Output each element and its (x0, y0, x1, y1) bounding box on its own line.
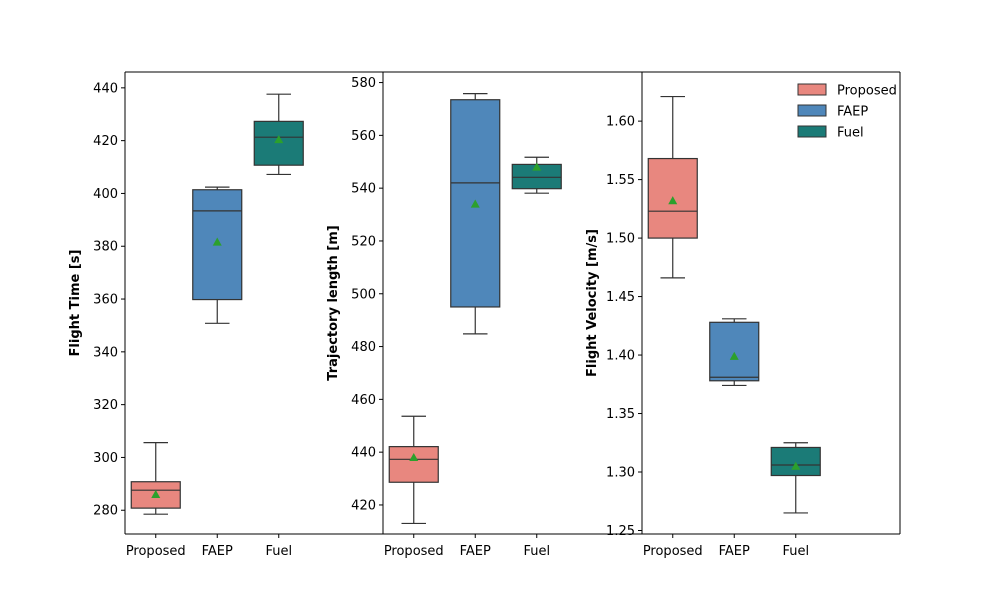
mean-marker (151, 489, 161, 498)
y-tick-label: 440 (93, 81, 118, 96)
y-tick-label: 1.30 (606, 466, 635, 481)
mean-marker (212, 237, 222, 246)
y-tick-label: 1.50 (606, 232, 635, 247)
y-tick-label: 300 (93, 451, 118, 466)
y-tick-label: 460 (351, 393, 376, 408)
x-tick-label: Fuel (523, 544, 550, 559)
y-tick-label: 540 (351, 182, 376, 197)
legend-label-proposed: Proposed (837, 84, 897, 99)
y-tick-label: 1.40 (606, 349, 635, 364)
y-tick-label: 520 (351, 234, 376, 249)
y-tick-label: 420 (351, 498, 376, 513)
legend-label-fuel: Fuel (837, 126, 864, 141)
y-tick-label: 280 (93, 504, 118, 519)
legend-swatch-faep (797, 104, 827, 117)
y-axis-label: Flight Velocity [m/s] (585, 229, 600, 377)
y-tick-label: 1.35 (606, 407, 635, 422)
x-tick-label: Proposed (643, 544, 703, 559)
chart-panel-1: Proposed FAEP Fuel 280 300 320 340 360 380 400 420… (68, 71, 383, 559)
x-tick-label: Fuel (782, 544, 809, 559)
box-faep (709, 318, 760, 387)
chart-panel-2: Proposed FAEP Fuel 420 440 460 480 500 520 540 560… (326, 71, 642, 559)
legend-swatch-proposed (797, 83, 827, 96)
mean-marker (791, 461, 801, 470)
y-tick-label: 380 (93, 240, 118, 255)
mean-marker (274, 135, 284, 144)
box-proposed (388, 415, 439, 525)
box-iqr (253, 120, 304, 166)
x-tick-label: Proposed (384, 544, 444, 559)
box-proposed (130, 442, 181, 515)
box-fuel (511, 156, 562, 194)
box-iqr (770, 446, 821, 477)
y-tick-label: 420 (93, 134, 118, 149)
mean-marker (409, 452, 419, 462)
x-tick-label: FAEP (202, 544, 233, 559)
y-tick-label: 560 (351, 129, 376, 144)
mean-marker (532, 162, 542, 171)
box-iqr (709, 321, 760, 382)
y-axis-label: Trajectory length [m] (326, 225, 341, 380)
y-tick-label: 480 (351, 340, 376, 355)
legend-swatch-fuel (797, 125, 827, 138)
x-tick-label: FAEP (460, 544, 491, 559)
mean-marker (470, 199, 480, 208)
x-tick-label: Proposed (126, 544, 186, 559)
y-tick-label: 440 (351, 446, 376, 461)
box-iqr (388, 446, 439, 483)
y-axis-label: Flight Time [s] (68, 250, 83, 357)
legend-label-faep: FAEP (837, 105, 868, 120)
mean-marker (729, 351, 739, 360)
chart-panel-3: Proposed FAEP Fuel 1.25 1.30 1.35 1.40 1.45 1.50… (585, 71, 901, 559)
y-tick-label: 360 (93, 293, 118, 308)
box-faep (192, 186, 243, 324)
y-tick-label: 340 (93, 345, 118, 360)
box-fuel (253, 93, 304, 176)
box-proposed (647, 95, 698, 279)
box-fuel (770, 442, 821, 514)
x-tick-label: FAEP (719, 544, 750, 559)
legend: Proposed FAEP Fuel (797, 83, 897, 141)
box-faep (450, 93, 501, 335)
y-tick-label: 580 (351, 76, 376, 91)
y-tick-label: 1.45 (606, 290, 635, 305)
y-tick-label: 320 (93, 398, 118, 413)
y-tick-label: 1.60 (606, 115, 635, 130)
y-tick-label: 1.55 (606, 173, 635, 188)
mean-marker (668, 196, 678, 205)
y-tick-label: 500 (351, 287, 376, 302)
y-tick-label: 400 (93, 187, 118, 202)
x-tick-label: Fuel (265, 544, 292, 559)
y-tick-label: 1.25 (606, 524, 635, 539)
